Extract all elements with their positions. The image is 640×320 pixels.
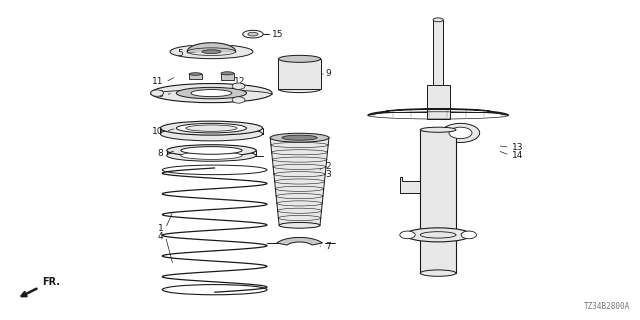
Bar: [278, 59, 321, 89]
Ellipse shape: [170, 45, 253, 59]
Text: 8: 8: [158, 149, 164, 158]
Circle shape: [151, 90, 164, 96]
Text: 1: 1: [158, 224, 164, 233]
Ellipse shape: [167, 150, 256, 161]
Text: TZ34B2800A: TZ34B2800A: [584, 302, 630, 311]
Bar: [420, 130, 456, 273]
Ellipse shape: [161, 121, 262, 135]
Ellipse shape: [167, 145, 256, 156]
Ellipse shape: [180, 147, 242, 154]
Ellipse shape: [221, 72, 234, 75]
Polygon shape: [189, 74, 202, 79]
Ellipse shape: [248, 32, 258, 36]
Ellipse shape: [243, 30, 263, 38]
Text: 15: 15: [272, 30, 284, 39]
Ellipse shape: [176, 123, 246, 133]
Polygon shape: [270, 138, 329, 225]
Polygon shape: [368, 109, 508, 116]
Text: 5: 5: [177, 49, 182, 58]
Circle shape: [442, 123, 479, 142]
Ellipse shape: [176, 87, 246, 99]
Text: 10: 10: [152, 127, 164, 136]
Ellipse shape: [202, 50, 221, 53]
Text: 11: 11: [152, 77, 164, 86]
Circle shape: [232, 97, 245, 103]
Ellipse shape: [180, 152, 242, 159]
Circle shape: [232, 83, 245, 89]
Ellipse shape: [151, 84, 272, 103]
Text: 13: 13: [511, 143, 523, 152]
Text: 14: 14: [511, 151, 523, 160]
Text: 2: 2: [325, 162, 331, 171]
Ellipse shape: [433, 18, 444, 22]
Ellipse shape: [270, 133, 329, 142]
Text: 12: 12: [234, 77, 245, 86]
Ellipse shape: [420, 127, 456, 132]
Ellipse shape: [405, 228, 471, 242]
Text: FR.: FR.: [42, 277, 60, 287]
Circle shape: [400, 231, 415, 239]
Ellipse shape: [161, 127, 262, 141]
Ellipse shape: [279, 222, 320, 228]
Circle shape: [461, 231, 476, 239]
Ellipse shape: [282, 135, 317, 140]
Bar: [427, 85, 450, 119]
Text: 9: 9: [325, 69, 331, 78]
Text: 4: 4: [158, 232, 164, 241]
Ellipse shape: [189, 73, 202, 75]
Text: 6: 6: [158, 90, 164, 99]
Polygon shape: [221, 73, 234, 80]
Ellipse shape: [186, 125, 237, 131]
Circle shape: [449, 127, 472, 139]
Bar: [433, 20, 444, 85]
Polygon shape: [400, 177, 420, 194]
Polygon shape: [277, 237, 323, 245]
Ellipse shape: [420, 232, 456, 238]
Polygon shape: [187, 43, 236, 52]
Ellipse shape: [420, 270, 456, 276]
Ellipse shape: [278, 86, 321, 92]
Text: 3: 3: [325, 170, 331, 179]
Ellipse shape: [278, 55, 321, 62]
Text: 7: 7: [325, 242, 331, 251]
Ellipse shape: [191, 90, 232, 97]
